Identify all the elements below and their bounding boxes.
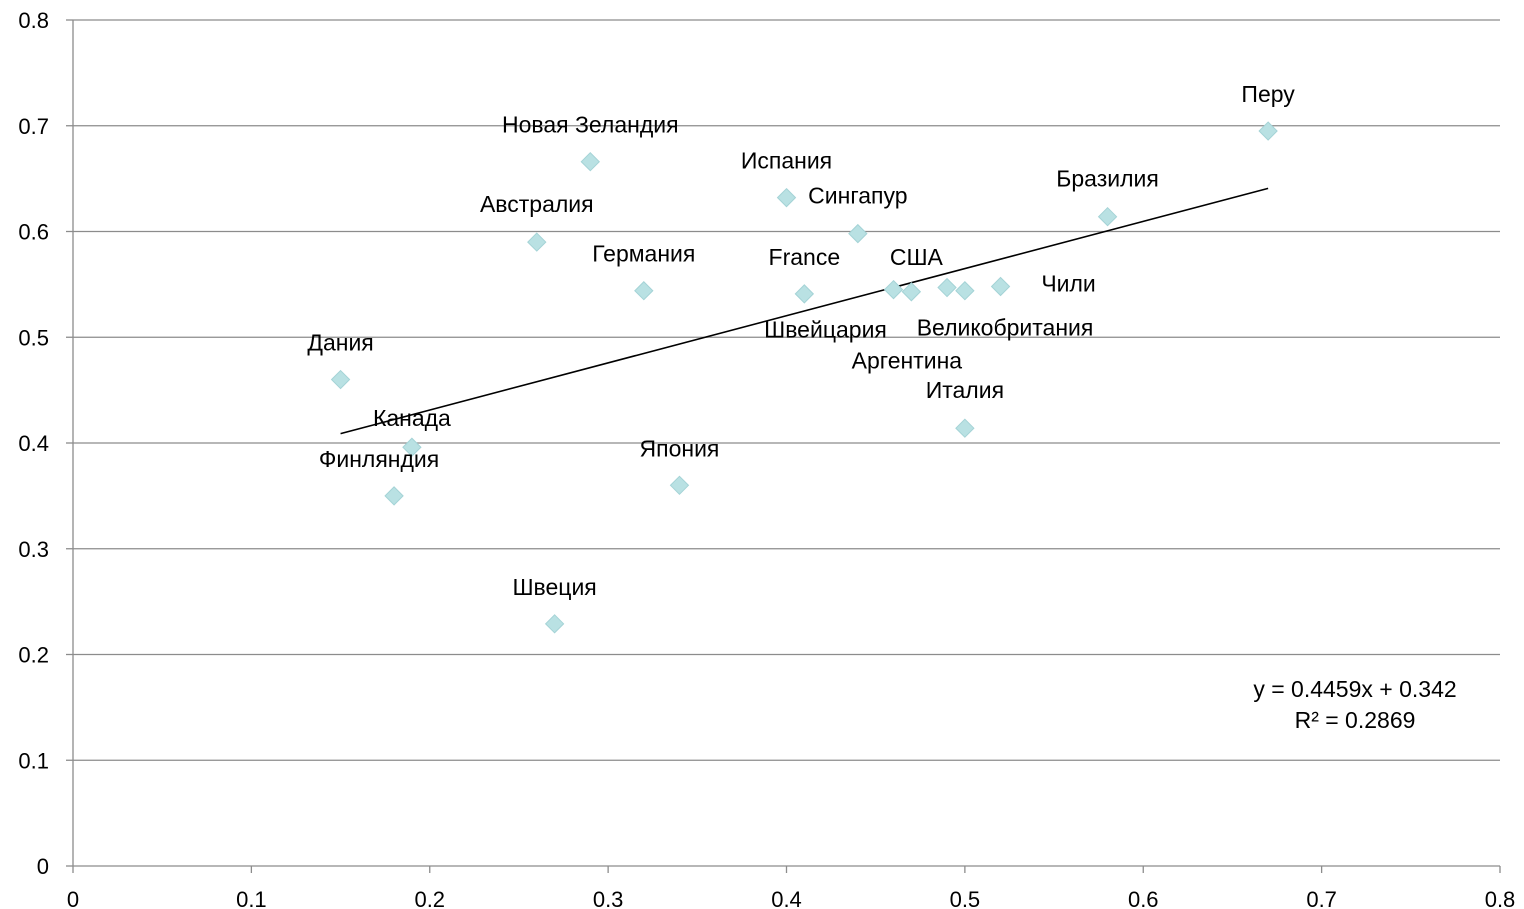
data-point xyxy=(634,281,654,301)
point-label: Новая Зеландия xyxy=(502,112,679,138)
point-label: Германия xyxy=(592,241,695,267)
point-label: Италия xyxy=(926,377,1004,403)
trendline-equation: y = 0.4459x + 0.342 xyxy=(1253,676,1456,702)
x-tick-label: 0.4 xyxy=(771,887,802,909)
data-point xyxy=(384,486,404,506)
point-label: Аргентина xyxy=(852,348,963,374)
y-tick-label: 0.6 xyxy=(18,220,49,245)
point-label: Швейцария xyxy=(764,317,887,343)
point-label: Перу xyxy=(1241,81,1295,107)
gridlines xyxy=(66,19,1501,873)
point-label: Австралия xyxy=(480,191,594,217)
point-label: Бразилия xyxy=(1056,166,1159,192)
point-label: Япония xyxy=(640,435,720,461)
data-point xyxy=(776,187,797,208)
trendline-group xyxy=(340,187,1269,435)
data-point xyxy=(580,151,600,172)
y-tick-label: 0.3 xyxy=(18,537,49,562)
data-point xyxy=(1097,206,1118,227)
point-label: France xyxy=(769,244,841,270)
y-tick-label: 0.5 xyxy=(18,325,49,350)
point-label: Сингапур xyxy=(808,183,907,209)
point-label: Испания xyxy=(741,148,832,174)
x-tick-label: 0.3 xyxy=(593,887,624,909)
data-point xyxy=(955,281,975,301)
x-tick-label: 0.5 xyxy=(950,887,981,909)
y-tick-label: 0 xyxy=(37,854,49,879)
data-points xyxy=(330,121,1278,634)
y-tick-label: 0.1 xyxy=(18,748,49,773)
point-label: Великобритания xyxy=(917,315,1094,341)
data-point xyxy=(330,369,351,390)
point-label: Чили xyxy=(1041,270,1095,296)
trendline-r-squared: R² = 0.2869 xyxy=(1295,707,1416,733)
data-point xyxy=(669,475,690,496)
y-tick-label: 0.2 xyxy=(18,643,49,668)
x-tick-label: 0.7 xyxy=(1306,887,1337,909)
axes xyxy=(72,20,1500,867)
data-point xyxy=(527,232,547,252)
data-point xyxy=(402,437,422,457)
x-tick-labels: 0 0.1 0.2 0.3 0.4 0.5 0.6 0.7 0.8 xyxy=(67,887,1515,909)
data-point xyxy=(544,614,565,634)
point-label: Дания xyxy=(307,330,373,356)
point-label: США xyxy=(890,244,944,270)
point-label: Финляндия xyxy=(319,446,439,472)
data-point xyxy=(794,284,815,304)
x-tick-label: 0.1 xyxy=(236,887,267,909)
point-label: Канада xyxy=(373,405,451,431)
x-tick-label: 0.2 xyxy=(414,887,445,909)
data-point xyxy=(901,282,922,302)
trendline xyxy=(340,187,1269,435)
y-tick-label: 0.8 xyxy=(18,8,49,33)
y-tick-labels: 0 0.1 0.2 0.3 0.4 0.5 0.6 0.7 0.8 xyxy=(18,8,49,879)
x-tick-label: 0.8 xyxy=(1485,887,1516,909)
point-label: Швеция xyxy=(512,574,596,600)
data-point xyxy=(955,418,975,438)
data-point xyxy=(1258,121,1278,141)
y-tick-label: 0.7 xyxy=(18,114,49,139)
y-tick-label: 0.4 xyxy=(18,431,49,456)
point-labels: Дания Финляндия Канада Австралия Швеция Новая… xyxy=(307,81,1295,600)
x-tick-label: 0.6 xyxy=(1128,887,1159,909)
x-tick-label: 0 xyxy=(67,887,79,909)
data-point xyxy=(937,277,957,298)
data-point xyxy=(848,223,868,244)
data-point xyxy=(883,279,904,300)
data-point xyxy=(990,276,1011,297)
